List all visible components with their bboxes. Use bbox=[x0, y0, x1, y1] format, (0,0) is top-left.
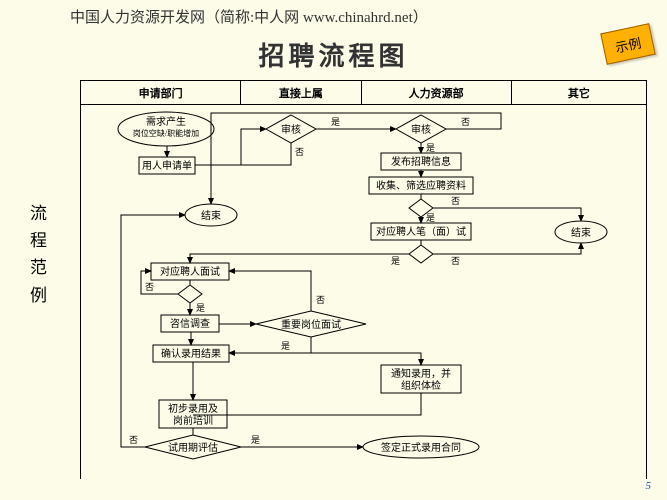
swimlane-headers: 申请部门直接上属人力资源部其它 bbox=[81, 81, 646, 105]
svg-text:否: 否 bbox=[451, 196, 460, 206]
svg-text:结束: 结束 bbox=[571, 226, 591, 239]
svg-text:审核: 审核 bbox=[281, 123, 301, 136]
svg-text:试用期评估: 试用期评估 bbox=[168, 441, 218, 454]
svg-text:用人申请单: 用人申请单 bbox=[142, 159, 192, 172]
side-label: 流程范例 bbox=[30, 200, 47, 309]
svg-text:收集、筛选应聘资料: 收集、筛选应聘资料 bbox=[376, 179, 466, 192]
svg-text:否: 否 bbox=[316, 295, 325, 305]
swimlane-header: 申请部门 bbox=[81, 81, 241, 105]
swimlane-header: 其它 bbox=[512, 81, 646, 105]
svg-text:是: 是 bbox=[331, 117, 340, 127]
svg-text:审核: 审核 bbox=[411, 123, 431, 136]
decision-exam bbox=[409, 245, 433, 263]
svg-text:否: 否 bbox=[295, 147, 304, 157]
svg-text:咨信调查: 咨信调查 bbox=[170, 317, 210, 330]
header-text: 中国人力资源开发网（简称:中人网 www.chinahrd.net） bbox=[70, 6, 428, 27]
page-title: 招聘流程图 bbox=[0, 36, 667, 73]
svg-text:对应聘人笔（面）试: 对应聘人笔（面）试 bbox=[376, 225, 466, 238]
flowchart-frame: 申请部门直接上属人力资源部其它 需求产生 岗位空缺/职能增加 用人申请单 审核 … bbox=[80, 80, 647, 479]
svg-text:签定正式录用合同: 签定正式录用合同 bbox=[381, 441, 461, 454]
svg-text:岗前培训: 岗前培训 bbox=[173, 414, 213, 427]
svg-text:是: 是 bbox=[391, 256, 400, 266]
svg-text:通知录用，并: 通知录用，并 bbox=[391, 367, 451, 380]
svg-text:是: 是 bbox=[251, 435, 260, 445]
svg-text:否: 否 bbox=[129, 435, 138, 445]
flowchart-svg: 需求产生 岗位空缺/职能增加 用人申请单 审核 审核 发布招聘信息 收集、筛选应… bbox=[81, 105, 646, 479]
svg-text:结束: 结束 bbox=[201, 209, 221, 222]
svg-text:否: 否 bbox=[145, 282, 154, 292]
swimlane-header: 人力资源部 bbox=[362, 81, 512, 105]
svg-text:重要岗位面试: 重要岗位面试 bbox=[281, 318, 341, 331]
svg-text:岗位空缺/职能增加: 岗位空缺/职能增加 bbox=[133, 128, 199, 138]
svg-text:对应聘人面试: 对应聘人面试 bbox=[160, 265, 220, 278]
svg-text:发布招聘信息: 发布招聘信息 bbox=[391, 155, 451, 168]
svg-text:否: 否 bbox=[451, 256, 460, 266]
page-number: 5 bbox=[646, 480, 652, 492]
svg-text:组织体检: 组织体检 bbox=[401, 379, 441, 392]
decision-interview bbox=[178, 285, 202, 303]
svg-text:是: 是 bbox=[281, 341, 290, 351]
svg-text:是: 是 bbox=[426, 213, 435, 223]
svg-text:需求产生: 需求产生 bbox=[146, 115, 186, 128]
svg-text:是: 是 bbox=[426, 143, 435, 153]
svg-text:是: 是 bbox=[196, 303, 205, 313]
svg-text:否: 否 bbox=[461, 117, 470, 127]
swimlane-header: 直接上属 bbox=[241, 81, 361, 105]
svg-text:初步录用及: 初步录用及 bbox=[168, 402, 218, 415]
svg-text:确认录用结果: 确认录用结果 bbox=[161, 347, 221, 360]
